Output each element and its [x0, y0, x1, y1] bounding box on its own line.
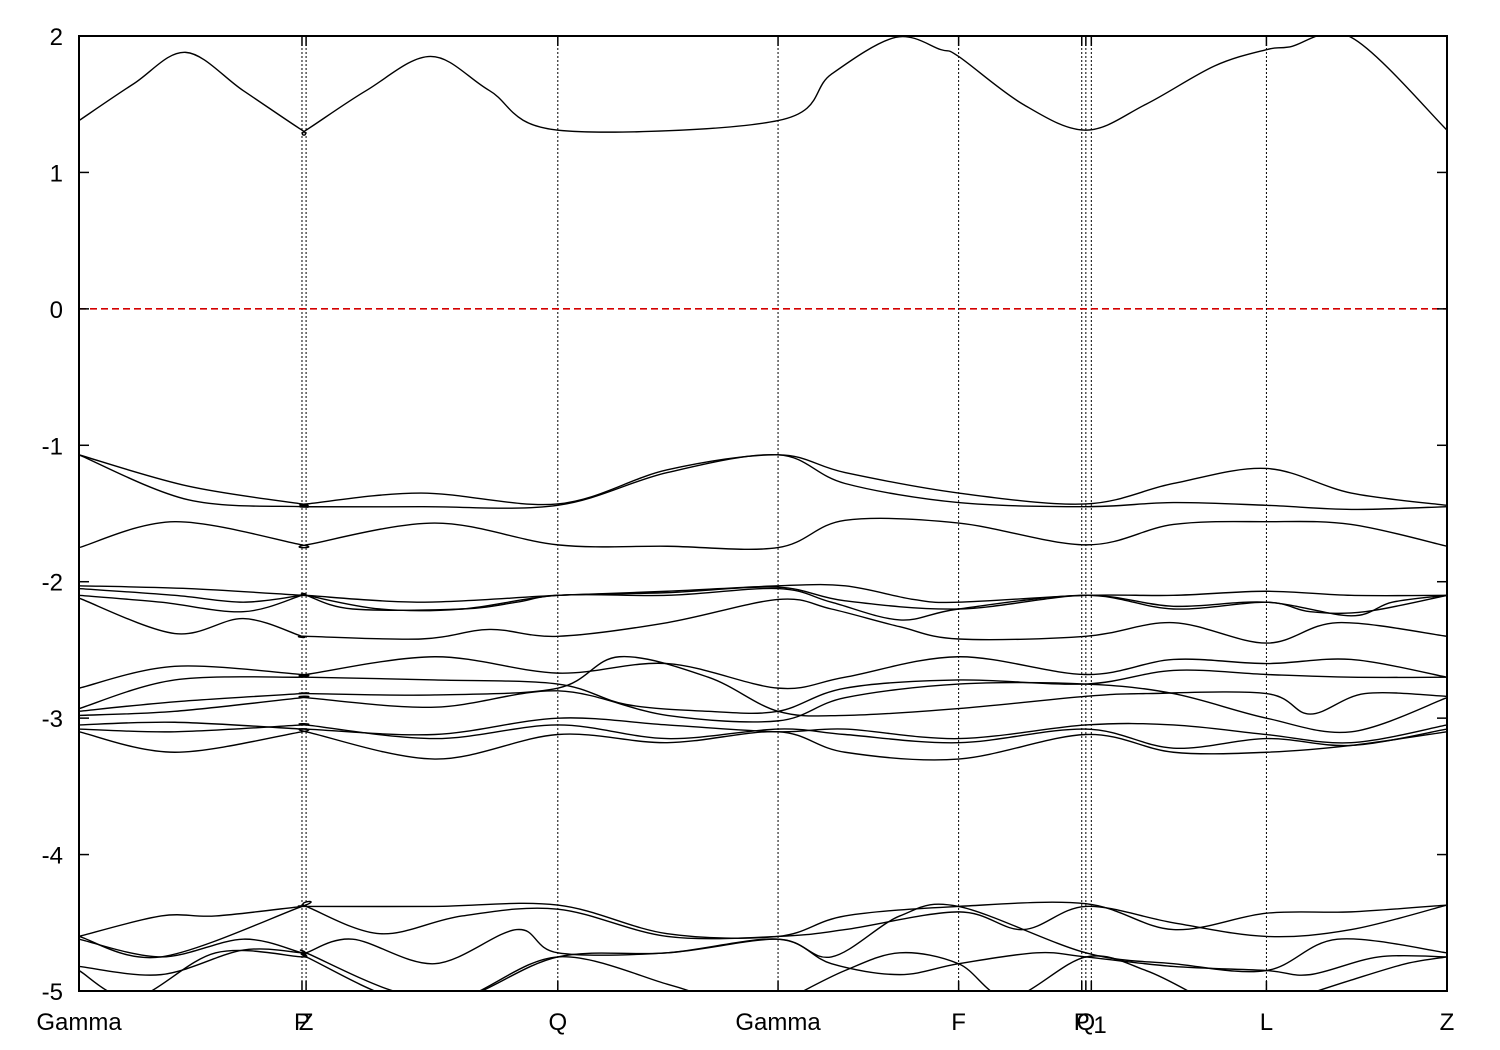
y-tick-label-2: -3	[42, 706, 63, 733]
band-6	[79, 587, 1447, 621]
band-15	[79, 901, 1447, 939]
band-21	[1315, 956, 1447, 991]
band-2	[79, 453, 1447, 511]
band-16	[79, 900, 1447, 959]
y-tick-label-7: 2	[50, 24, 63, 51]
x-tick-label-1: P	[294, 1009, 310, 1036]
y-tick-label-5: 0	[50, 297, 63, 324]
band-13	[79, 722, 1447, 749]
band-7	[79, 597, 1447, 644]
x-tick-labels: Gamma PZ Q Gamma F PQ1 L Z	[36, 1009, 1454, 1039]
band-lines	[79, 36, 1447, 991]
plot-frame	[78, 35, 1448, 992]
y-tick-labels: -5 -4 -3 -2 -1 0 1 2	[42, 24, 63, 1006]
x-tick-label-0: Gamma	[36, 1009, 122, 1036]
x-tick-label-10: Z	[1440, 1009, 1455, 1036]
x-tick-label-9: L	[1260, 1009, 1273, 1036]
band-18	[79, 938, 1447, 991]
band-8	[79, 656, 1447, 690]
band-20	[801, 951, 1190, 991]
x-tick-label-6: P	[1074, 1009, 1090, 1036]
band-3	[79, 517, 1447, 551]
high-symmetry-lines	[301, 36, 1267, 991]
band-10	[79, 655, 1447, 717]
x-tick-label-8: 1	[1093, 1012, 1106, 1039]
y-tick-label-6: 1	[50, 160, 63, 187]
band-9	[79, 669, 1447, 714]
band-11	[79, 681, 1447, 734]
band-0	[79, 36, 1447, 136]
x-tick-label-3: Q	[548, 1009, 567, 1036]
y-tick-label-4: -1	[42, 433, 63, 460]
x-tick-label-7: Q	[1077, 1009, 1096, 1036]
y-tick-label-3: -2	[42, 570, 63, 597]
y-tick-label-0: -5	[42, 979, 63, 1006]
axis-ticks	[78, 35, 1448, 992]
x-tick-label-2: Z	[299, 1009, 314, 1036]
band-14	[79, 728, 1447, 761]
x-tick-label-4: Gamma	[735, 1009, 821, 1036]
y-tick-label-1: -4	[42, 843, 63, 870]
band-19	[79, 949, 692, 991]
band-1	[79, 454, 1447, 507]
x-tick-label-5: F	[951, 1009, 966, 1036]
